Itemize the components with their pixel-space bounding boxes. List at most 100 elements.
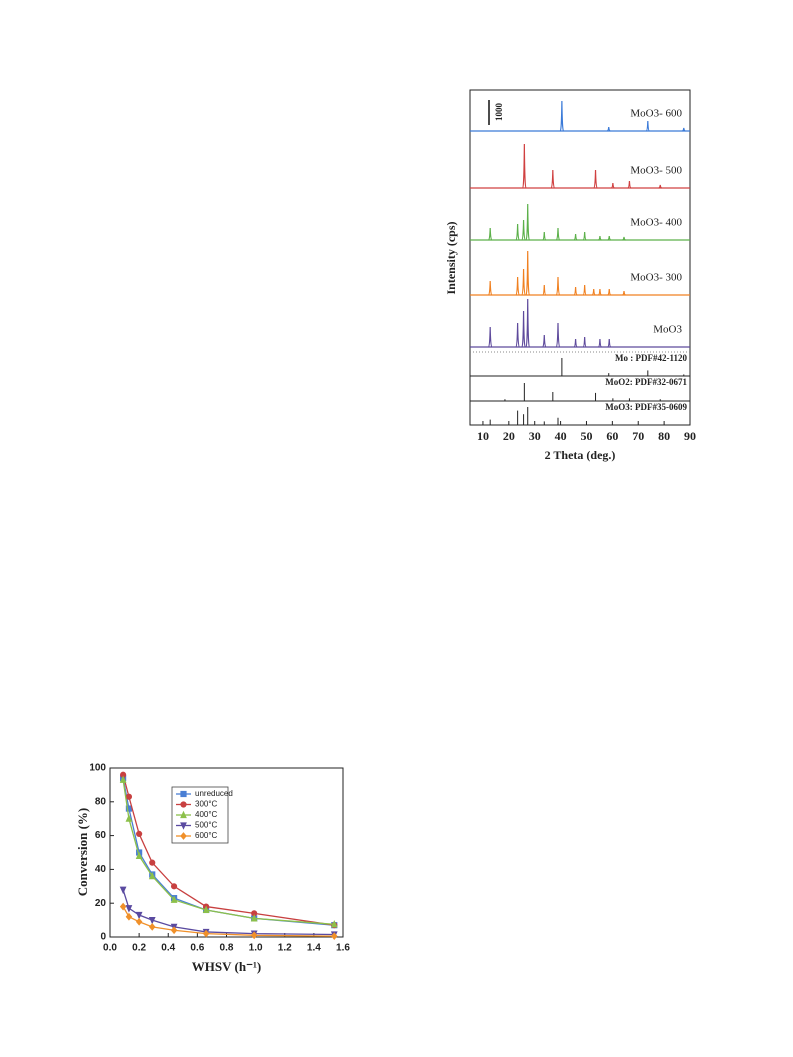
- data-point: [148, 917, 156, 925]
- reference-label: MoO2: PDF#32-0671: [605, 377, 687, 387]
- diffraction-peak: [525, 203, 530, 241]
- data-point: [202, 929, 210, 938]
- diffraction-peak: [556, 227, 560, 241]
- reference-label: Mo : PDF#42-1120: [615, 353, 687, 363]
- legend-marker: [180, 801, 187, 808]
- legend-label: unreduced: [195, 789, 233, 798]
- diffraction-peak: [607, 288, 612, 296]
- diffraction-peak: [521, 268, 526, 296]
- series-line: [122, 779, 335, 925]
- diffraction-peak: [607, 338, 612, 348]
- data-point: [125, 814, 133, 822]
- data-point: [119, 902, 127, 911]
- y-tick-label: 100: [89, 763, 106, 774]
- data-point: [119, 886, 127, 894]
- diffraction-peak: [582, 284, 587, 296]
- diffraction-peak: [488, 227, 493, 241]
- diffraction-peak: [582, 336, 587, 348]
- diffraction-peak: [542, 284, 547, 296]
- x-tick-label: 0.0: [103, 943, 117, 954]
- data-point: [149, 859, 156, 866]
- diffraction-peak: [525, 298, 530, 348]
- data-point: [148, 922, 156, 931]
- data-point: [119, 775, 127, 783]
- x-axis-title: WHSV (h⁻¹): [192, 959, 261, 974]
- diffraction-peak: [598, 288, 602, 296]
- diffraction-peak: [521, 310, 526, 348]
- x-tick-label: 70: [632, 429, 644, 443]
- x-tick-label: 1.6: [336, 943, 350, 954]
- diffraction-peak: [555, 276, 561, 296]
- x-axis-title: 2 Theta (deg.): [545, 448, 616, 462]
- reference-label: MoO3: PDF#35-0609: [605, 402, 687, 412]
- data-point: [125, 905, 133, 913]
- legend-marker: [180, 790, 187, 798]
- diffraction-peak: [593, 169, 598, 189]
- data-point: [170, 926, 178, 935]
- diffraction-peak: [550, 169, 556, 189]
- diffraction-peak: [522, 143, 527, 189]
- diffraction-peak: [542, 231, 547, 241]
- data-point: [135, 911, 143, 920]
- series-label: MoO3- 400: [630, 217, 682, 229]
- data-point: [170, 883, 178, 890]
- y-tick-label: 0: [100, 932, 106, 943]
- x-tick-label: 1.4: [307, 943, 321, 954]
- series-line: [122, 774, 335, 926]
- data-point: [250, 914, 258, 922]
- data-point: [125, 912, 133, 921]
- diffraction-peak: [645, 120, 650, 132]
- x-tick-label: 60: [606, 429, 618, 443]
- diffraction-peak: [607, 235, 611, 241]
- diffraction-peak: [582, 231, 587, 241]
- legend-label: 300°C: [195, 800, 218, 809]
- x-tick-label: 0.4: [161, 943, 175, 954]
- data-point: [330, 920, 338, 928]
- series-line: [122, 889, 335, 936]
- x-tick-label: 80: [658, 429, 670, 443]
- diffraction-peak: [525, 250, 530, 296]
- diffraction-peak: [573, 286, 578, 296]
- diffraction-peak: [598, 338, 602, 348]
- x-tick-label: 30: [529, 429, 541, 443]
- diffraction-peak: [573, 233, 578, 241]
- x-tick-label: 20: [503, 429, 515, 443]
- data-point: [125, 793, 133, 800]
- x-tick-label: 0.6: [190, 943, 204, 954]
- y-tick-label: 60: [95, 830, 107, 841]
- legend-label: 600°C: [195, 831, 218, 840]
- legend-label: 500°C: [195, 821, 218, 830]
- series-label: MoO3- 600: [630, 108, 682, 120]
- diffraction-peak: [598, 235, 602, 241]
- y-tick-label: 20: [95, 898, 107, 909]
- data-point: [202, 905, 210, 914]
- x-tick-label: 10: [477, 429, 489, 443]
- diffraction-peak: [515, 276, 520, 296]
- x-tick-label: 1.0: [249, 943, 263, 954]
- legend-marker: [180, 832, 187, 840]
- x-tick-label: 0.2: [132, 943, 146, 954]
- x-tick-label: 50: [580, 429, 592, 443]
- x-tick-label: 90: [684, 429, 696, 443]
- diffraction-peak: [622, 290, 626, 296]
- data-point: [170, 895, 178, 903]
- diffraction-peak: [682, 127, 686, 132]
- y-tick-label: 40: [95, 864, 107, 875]
- data-point: [136, 830, 143, 838]
- data-point: [250, 931, 258, 940]
- x-tick-label: 0.8: [220, 943, 234, 954]
- diffraction-peak: [658, 184, 662, 189]
- scale-bar-label: 1000: [494, 103, 504, 122]
- diffraction-peak: [622, 236, 626, 241]
- data-point: [135, 851, 143, 859]
- diffraction-peak: [573, 338, 578, 348]
- x-tick-label: 1.2: [278, 943, 292, 954]
- diffraction-peak: [515, 223, 520, 241]
- diffraction-peak: [515, 322, 520, 348]
- diffraction-peak: [559, 100, 565, 132]
- series-label: MoO3- 300: [630, 272, 682, 284]
- series-line: [122, 778, 335, 926]
- data-point: [331, 932, 338, 941]
